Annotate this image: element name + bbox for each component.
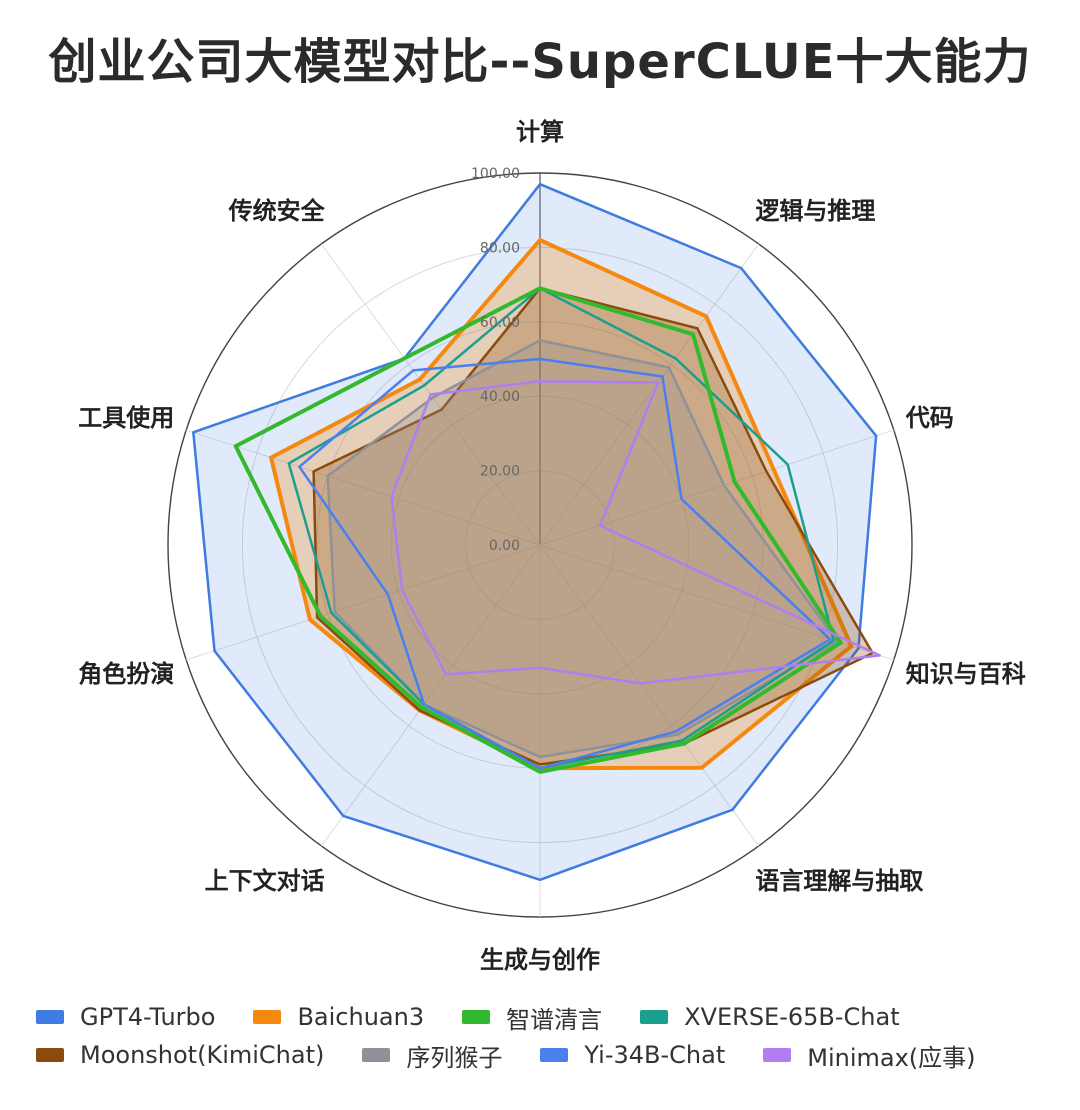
radar-chart: 0.00 20.00 40.00 60.00 80.00 100.00 计算逻辑与推理代码…	[78, 118, 1025, 974]
tick-label: 0.00	[489, 538, 520, 554]
legend-row: GPT4-Turbo Baichuan3 智谱清言 XVERSE-65B-Chat	[36, 998, 1066, 1036]
axis-spoke	[186, 429, 541, 546]
series-polygon-Yi-34B-Chat	[298, 357, 832, 770]
legend-label: 智谱清言	[506, 1005, 603, 1034]
legend-label: XVERSE-65B-Chat	[684, 1003, 900, 1031]
axis-spoke	[320, 544, 541, 847]
legend-label: Yi-34B-Chat	[584, 1041, 726, 1069]
radar-series	[192, 182, 881, 882]
legend-item[interactable]: GPT4-Turbo	[36, 1003, 215, 1031]
series-polygon-智谱清言	[233, 286, 843, 774]
series-polygon-GPT4-Turbo	[192, 182, 878, 882]
legend-item[interactable]: Moonshot(KimiChat)	[36, 1041, 324, 1069]
axis-label: 角色扮演	[78, 660, 174, 688]
axis-label: 语言理解与抽取	[755, 867, 923, 895]
legend-swatch	[36, 1048, 64, 1062]
legend-label: Baichuan3	[297, 1003, 425, 1031]
axis-spoke	[539, 544, 760, 847]
legend-item[interactable]: Yi-34B-Chat	[540, 1041, 725, 1069]
legend-swatch	[253, 1010, 282, 1024]
axis-label: 逻辑与推理	[755, 197, 875, 225]
legend-item[interactable]: 智谱清言	[462, 1000, 602, 1035]
tick-label: 100.00	[471, 166, 520, 182]
legend-label: 序列猴子	[406, 1043, 503, 1072]
chart-title: 创业公司大模型对比--SuperCLUE十大能力	[48, 34, 1032, 90]
legend-item[interactable]: Baichuan3	[253, 1003, 424, 1031]
legend-item[interactable]: 序列猴子	[362, 1038, 502, 1073]
legend-label: Minimax(应事)	[807, 1043, 976, 1072]
axis-label: 知识与百科	[906, 660, 1026, 688]
legend-swatch	[36, 1010, 64, 1024]
axis-spoke	[539, 243, 760, 546]
legend-swatch	[362, 1048, 391, 1062]
legend-label: Moonshot(KimiChat)	[80, 1041, 325, 1069]
legend-label: GPT4-Turbo	[80, 1003, 216, 1031]
axis-spoke	[186, 544, 541, 661]
radial-ticks: 0.00 20.00 40.00 60.00 80.00 100.00	[471, 166, 520, 554]
axis-label: 传统安全	[228, 197, 326, 225]
legend-swatch	[763, 1048, 792, 1062]
axis-label: 工具使用	[78, 404, 174, 432]
axis-label: 上下文对话	[205, 867, 325, 895]
legend-item[interactable]: XVERSE-65B-Chat	[640, 1003, 900, 1031]
tick-label: 20.00	[480, 464, 520, 480]
series-polygon-Minimax(应事)	[390, 380, 881, 685]
axis-spoke	[539, 544, 894, 661]
radar-grid	[167, 172, 913, 918]
tick-label: 80.00	[480, 240, 520, 256]
series-polygon-序列猴子	[326, 339, 839, 759]
legend-swatch	[640, 1010, 669, 1024]
legend-swatch	[540, 1048, 569, 1062]
tick-label: 40.00	[480, 389, 520, 405]
axis-label: 计算	[516, 118, 564, 146]
legend-row: Moonshot(KimiChat) 序列猴子 Yi-34B-Chat Minimax…	[36, 1036, 1066, 1074]
legend-swatch	[462, 1010, 491, 1024]
legend-item[interactable]: Minimax(应事)	[763, 1038, 976, 1073]
tick-label: 60.00	[480, 315, 520, 331]
axis-label: 生成与创作	[480, 946, 600, 974]
legend: GPT4-Turbo Baichuan3 智谱清言 XVERSE-65B-Chat M…	[36, 998, 1066, 1074]
axis-label: 代码	[905, 404, 954, 432]
